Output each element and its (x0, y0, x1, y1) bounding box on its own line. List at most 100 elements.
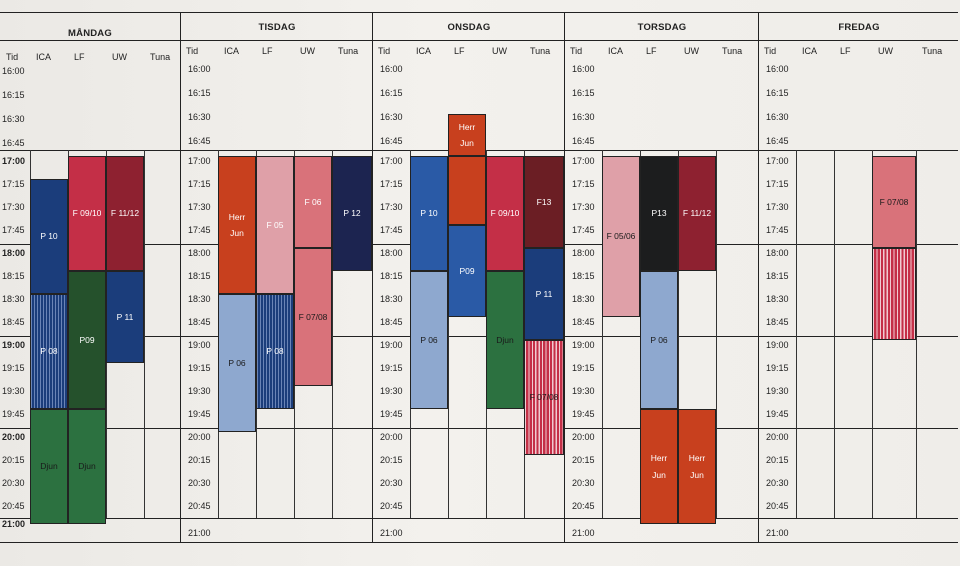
time-label: 18:15 (2, 271, 25, 281)
day-column: ONSDAG (372, 12, 565, 542)
schedule-block[interactable]: Herr Jun (678, 409, 716, 524)
grid-line (0, 542, 958, 543)
time-label: 19:00 (188, 340, 211, 350)
schedule-block[interactable] (448, 156, 486, 225)
grid-line (0, 428, 958, 429)
time-label: 20:30 (766, 478, 789, 488)
schedule-block[interactable]: F 07/08 (294, 248, 332, 386)
time-label: 16:00 (188, 64, 211, 74)
time-label: 16:45 (380, 136, 403, 146)
schedule-block[interactable]: Djun (486, 271, 524, 409)
time-label: 21:00 (572, 528, 595, 538)
schedule-block[interactable]: F 07/08 (872, 156, 916, 248)
time-label: 19:30 (2, 386, 25, 396)
schedule-block[interactable]: Djun (30, 409, 68, 524)
time-label: 16:00 (2, 66, 25, 76)
schedule-block[interactable]: Herr Jun (218, 156, 256, 294)
time-label: 16:30 (188, 112, 211, 122)
time-label: 20:00 (188, 432, 211, 442)
schedule-block[interactable]: P 06 (218, 294, 256, 432)
schedule-block[interactable] (872, 248, 916, 340)
schedule-block[interactable]: F 06 (294, 156, 332, 248)
schedule-block[interactable]: P13 (640, 156, 678, 271)
block-label: F 07/08 (529, 392, 559, 403)
time-label: 18:45 (2, 317, 25, 327)
time-label: 20:15 (380, 455, 403, 465)
schedule-block[interactable]: F13 (524, 156, 564, 248)
day-column: MÅNDAG (0, 12, 180, 542)
grid-line (0, 336, 958, 337)
time-label: 20:45 (188, 501, 211, 511)
time-label: 16:15 (572, 88, 595, 98)
sub-column-line (916, 150, 917, 518)
column-header: Tuna (338, 46, 359, 56)
time-label: 20:30 (572, 478, 595, 488)
block-label: F 07/08 (879, 196, 909, 207)
time-label: 18:00 (380, 248, 403, 258)
schedule-block[interactable]: Djun (68, 409, 106, 524)
block-label: F13 (536, 196, 552, 207)
time-label: 20:15 (2, 455, 25, 465)
column-header: UW (684, 46, 699, 56)
time-label: 16:45 (188, 136, 211, 146)
schedule-block[interactable]: P09 (68, 271, 106, 409)
schedule-block[interactable]: P09 (448, 225, 486, 317)
time-label: 16:45 (766, 136, 789, 146)
sub-column-line (796, 150, 797, 518)
block-label: P 11 (535, 288, 553, 299)
schedule-block[interactable]: P 08 (256, 294, 294, 409)
time-label: 17:30 (766, 202, 789, 212)
time-label: 19:15 (2, 363, 25, 373)
schedule-block[interactable]: P 10 (410, 156, 448, 271)
schedule-block[interactable]: F 05 (256, 156, 294, 294)
block-label: Herr Jun (650, 453, 668, 480)
time-label: 18:30 (2, 294, 25, 304)
time-label: 16:15 (380, 88, 403, 98)
time-label: 17:15 (380, 179, 403, 189)
column-header: UW (112, 52, 127, 62)
block-label: Djun (40, 461, 58, 472)
schedule-block[interactable]: P 12 (332, 156, 372, 271)
time-label: 18:15 (572, 271, 595, 281)
schedule-block[interactable]: P 11 (524, 248, 564, 340)
time-label: 16:15 (2, 90, 25, 100)
schedule-block[interactable]: F 09/10 (486, 156, 524, 271)
time-label: 19:00 (2, 340, 26, 350)
schedule-block[interactable]: P 10 (30, 179, 68, 294)
schedule-block[interactable]: F 05/06 (602, 156, 640, 317)
schedule-block[interactable]: F 11/12 (106, 156, 144, 271)
time-label: 16:30 (766, 112, 789, 122)
block-label: F 11/12 (110, 208, 140, 219)
time-label: 17:30 (572, 202, 595, 212)
time-label: 19:45 (572, 409, 595, 419)
grid-line (0, 40, 958, 41)
schedule-block[interactable]: P 08 (30, 294, 68, 409)
time-label: 21:00 (766, 528, 789, 538)
block-label: F 11/12 (682, 208, 712, 219)
block-label: P 10 (420, 208, 438, 219)
time-label: 18:45 (766, 317, 789, 327)
schedule-block[interactable]: F 07/08 (524, 340, 564, 455)
time-label: 18:00 (2, 248, 26, 258)
block-label: F 05 (266, 219, 284, 230)
schedule-block[interactable]: Herr Jun (640, 409, 678, 524)
time-label: 19:30 (572, 386, 595, 396)
block-label: Herr Jun (228, 211, 246, 238)
time-label: 19:15 (188, 363, 211, 373)
block-label: P 06 (228, 357, 246, 368)
time-label: 18:30 (188, 294, 211, 304)
column-header: Tid (378, 46, 391, 56)
sub-column-line (144, 150, 145, 518)
column-header: LF (74, 52, 85, 62)
column-header: Tid (186, 46, 199, 56)
schedule-block[interactable]: Herr Jun (448, 114, 486, 156)
schedule-block[interactable]: P 06 (640, 271, 678, 409)
block-label: P 08 (266, 346, 284, 357)
schedule-block[interactable]: F 11/12 (678, 156, 716, 271)
schedule-block[interactable]: P 11 (106, 271, 144, 363)
schedule-block[interactable]: P 06 (410, 271, 448, 409)
time-label: 19:30 (188, 386, 211, 396)
day-column: TISDAG (180, 12, 373, 542)
schedule-block[interactable]: F 09/10 (68, 156, 106, 271)
time-label: 16:00 (572, 64, 595, 74)
